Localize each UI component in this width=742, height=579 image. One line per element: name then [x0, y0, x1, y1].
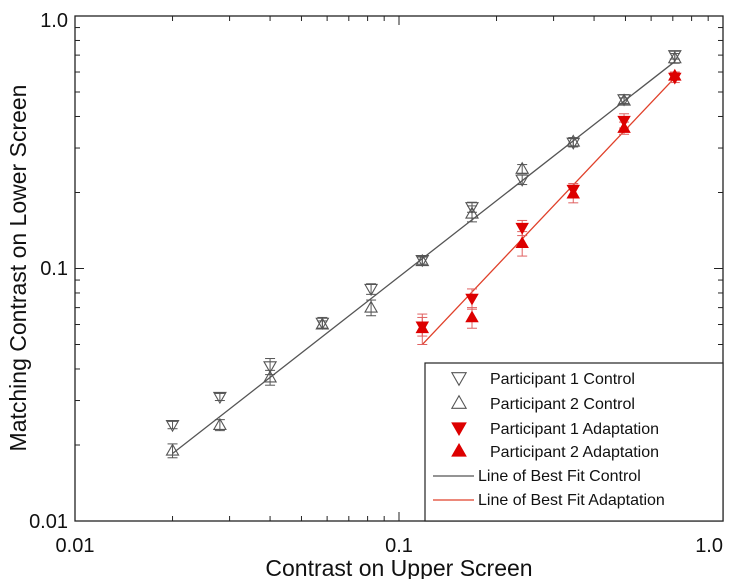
legend-marker-p2-control	[450, 394, 468, 409]
y-axis-title: Matching Contrast on Lower Screen	[5, 85, 31, 452]
marker-p1-adaptation	[465, 293, 479, 306]
marker-p2-adaptation	[515, 236, 529, 249]
marker-p2-control	[515, 161, 530, 174]
legend-label-fit-adaptation: Line of Best Fit Adaptation	[478, 492, 665, 509]
marker-p1-control	[263, 361, 278, 374]
marker-p1-control	[566, 137, 581, 150]
y-tick-label-0.01: 0.01	[29, 511, 68, 533]
fit-line-adaptation	[421, 77, 676, 345]
legend: Participant 1 Control Participant 2 Cont…	[424, 362, 724, 522]
legend-label-p2-adaptation: Participant 2 Adaptation	[490, 444, 659, 461]
data-markers	[165, 50, 682, 456]
legend-label-p1-control: Participant 1 Control	[490, 371, 635, 388]
legend-box	[424, 362, 724, 522]
marker-p2-control	[212, 417, 227, 431]
marker-p2-control	[364, 300, 379, 313]
legend-marker-p1-control	[450, 372, 468, 387]
marker-p2-adaptation	[617, 121, 631, 133]
marker-p2-control	[263, 370, 278, 383]
marker-p1-control	[212, 391, 227, 405]
legend-symbols	[433, 372, 474, 501]
marker-p1-control	[364, 283, 379, 297]
marker-p2-control	[617, 93, 632, 106]
legend-label-p2-control: Participant 2 Control	[490, 396, 635, 413]
marker-p2-control	[415, 253, 430, 267]
marker-p2-control	[465, 206, 479, 219]
marker-p1-control	[515, 174, 530, 187]
marker-p1-adaptation	[515, 222, 529, 235]
marker-p2-adaptation	[566, 186, 580, 199]
marker-p2-adaptation	[415, 321, 430, 334]
marker-p2-control	[315, 317, 330, 330]
error-bars	[167, 50, 680, 459]
y-tick-label-0.1: 0.1	[40, 258, 68, 280]
x-tick-label-0.1: 0.1	[385, 535, 413, 557]
legend-label-p1-adaptation: Participant 1 Adaptation	[490, 421, 659, 438]
marker-p2-adaptation	[465, 310, 479, 323]
legend-label-fit-control: Line of Best Fit Control	[478, 468, 641, 485]
marker-p2-control	[566, 134, 581, 147]
marker-p2-control	[165, 443, 180, 456]
marker-p2-adaptation	[668, 68, 682, 81]
marker-p2-control	[667, 51, 682, 64]
y-tick-label-1.0: 1.0	[40, 10, 68, 32]
marker-p1-control	[165, 419, 180, 433]
x-tick-label-1.0: 1.0	[695, 535, 723, 557]
legend-marker-p1-adaptation	[451, 422, 467, 437]
x-tick-label-0.01: 0.01	[56, 535, 95, 557]
marker-p1-control	[667, 50, 682, 63]
legend-marker-p2-adaptation	[451, 442, 467, 457]
x-axis-title: Contrast on Upper Screen	[265, 555, 532, 579]
marker-p1-control	[465, 202, 479, 215]
